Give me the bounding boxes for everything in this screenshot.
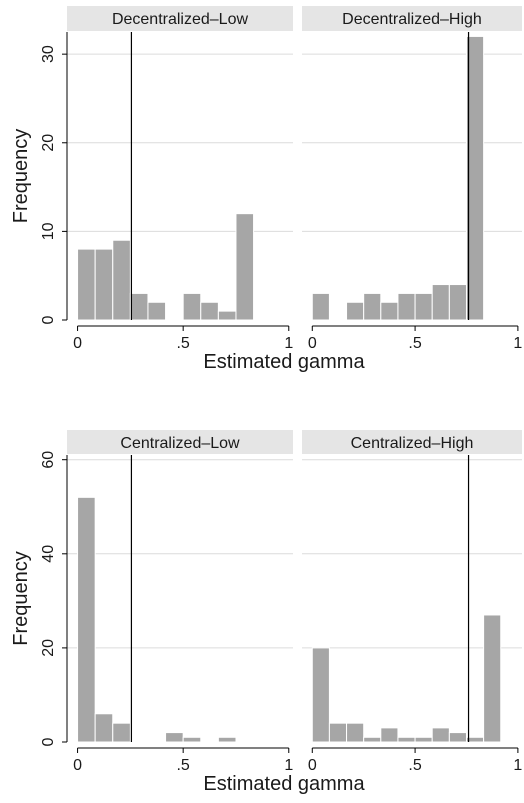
- histogram-bar: [311, 647, 330, 743]
- histogram-bar: [94, 248, 114, 321]
- x-tick-label: .5: [408, 335, 421, 352]
- histogram-bar: [363, 736, 382, 743]
- histogram-bar: [431, 727, 450, 743]
- histogram-bar: [77, 496, 96, 743]
- histogram-bar: [129, 292, 149, 321]
- x-tick-label: 0: [73, 757, 82, 774]
- x-tick-label: 1: [513, 335, 522, 352]
- panel-title: Centralized–Low: [120, 435, 240, 452]
- histogram-bar: [217, 736, 237, 743]
- histogram-bar: [397, 292, 416, 321]
- x-tick-label: .5: [176, 335, 189, 352]
- histogram-bar: [200, 301, 219, 321]
- panel-strip: [302, 430, 522, 454]
- x-tick-label: 1: [284, 335, 293, 352]
- y-tick-label: 10: [40, 222, 57, 240]
- histogram-bar: [165, 732, 184, 743]
- panel-strip: [67, 430, 293, 454]
- panel-title: Decentralized–High: [342, 11, 482, 28]
- histogram-bar: [346, 722, 365, 743]
- y-axis-title: Frequency: [10, 129, 32, 224]
- histogram-bar: [94, 713, 114, 743]
- x-tick-label: .5: [176, 757, 189, 774]
- histogram-bar: [147, 301, 167, 321]
- panel-2: Decentralized–High 0 .5 1: [302, 6, 522, 352]
- histogram-bar: [483, 614, 502, 743]
- histogram-bar: [311, 292, 330, 321]
- x-axis-title: Estimated gamma: [203, 351, 365, 373]
- histogram-bar: [182, 736, 202, 743]
- x-tick-label: 1: [284, 757, 293, 774]
- panel-title: Centralized–High: [351, 435, 474, 452]
- histogram-bar: [414, 292, 433, 321]
- y-tick-label: 0: [40, 315, 57, 324]
- histogram-bar: [363, 292, 382, 321]
- histogram-bar: [448, 732, 467, 743]
- panel-1: Decentralized–Low 0 10 20 30 Frequency 0 .5 1: [10, 6, 293, 352]
- panel-strip: [67, 6, 293, 31]
- histogram-bar: [448, 284, 467, 321]
- x-tick-label: 1: [513, 757, 522, 774]
- histogram-bar: [380, 301, 399, 321]
- histogram-bar: [112, 239, 131, 321]
- x-tick-label: 0: [308, 335, 317, 352]
- y-tick-label: 30: [40, 45, 57, 63]
- y-tick-label: 20: [40, 639, 57, 657]
- x-axis-title: Estimated gamma: [203, 773, 365, 795]
- histogram-bar: [217, 310, 237, 321]
- x-tick-label: 0: [308, 757, 317, 774]
- x-tick-label: .5: [408, 757, 421, 774]
- y-axis-title: Frequency: [10, 551, 32, 646]
- panel-title: Decentralized–Low: [112, 11, 249, 28]
- histogram-bar: [414, 736, 433, 743]
- histogram-bar: [328, 722, 348, 743]
- histogram-bar: [182, 292, 202, 321]
- y-tick-label: 60: [40, 451, 57, 469]
- histogram-bar: [235, 213, 255, 321]
- histogram-bar: [346, 301, 365, 321]
- panel-3: Centralized–Low 0 20 40 60 Frequency 0 .5 1: [10, 430, 293, 774]
- panel-strip: [302, 6, 522, 31]
- histogram-bar: [380, 727, 399, 743]
- histogram-bar: [397, 736, 416, 743]
- x-tick-label: 0: [73, 335, 82, 352]
- y-tick-label: 0: [40, 737, 57, 746]
- histogram-bar: [112, 722, 131, 743]
- y-tick-label: 40: [40, 545, 57, 563]
- y-tick-label: 20: [40, 134, 57, 152]
- panel-4: Centralized–High 0 .5 1: [302, 430, 522, 774]
- histogram-bar: [431, 284, 450, 321]
- histogram-bar: [77, 248, 96, 321]
- histogram-bar: [465, 35, 485, 321]
